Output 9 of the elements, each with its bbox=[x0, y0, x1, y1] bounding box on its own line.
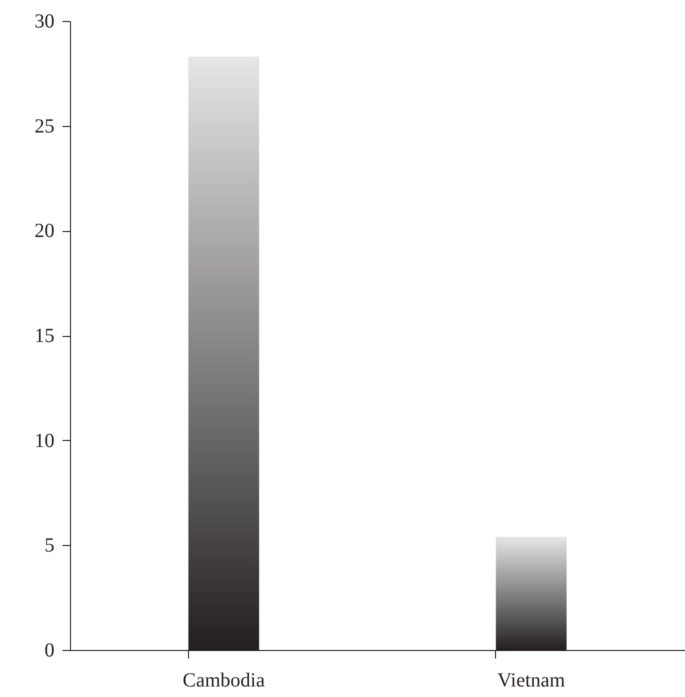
x-tick-label: Cambodia bbox=[182, 670, 265, 692]
y-tick-label: 10 bbox=[34, 430, 54, 452]
y-tick-label: 20 bbox=[34, 220, 54, 242]
y-tick-label: 5 bbox=[44, 534, 54, 557]
y-tick-label: 30 bbox=[34, 10, 54, 32]
y-tick-label: 0 bbox=[44, 640, 54, 662]
y-tick-label: 25 bbox=[34, 115, 54, 138]
y-tick-label: 15 bbox=[34, 325, 54, 347]
x-tick-label: Vietnam bbox=[497, 670, 566, 692]
